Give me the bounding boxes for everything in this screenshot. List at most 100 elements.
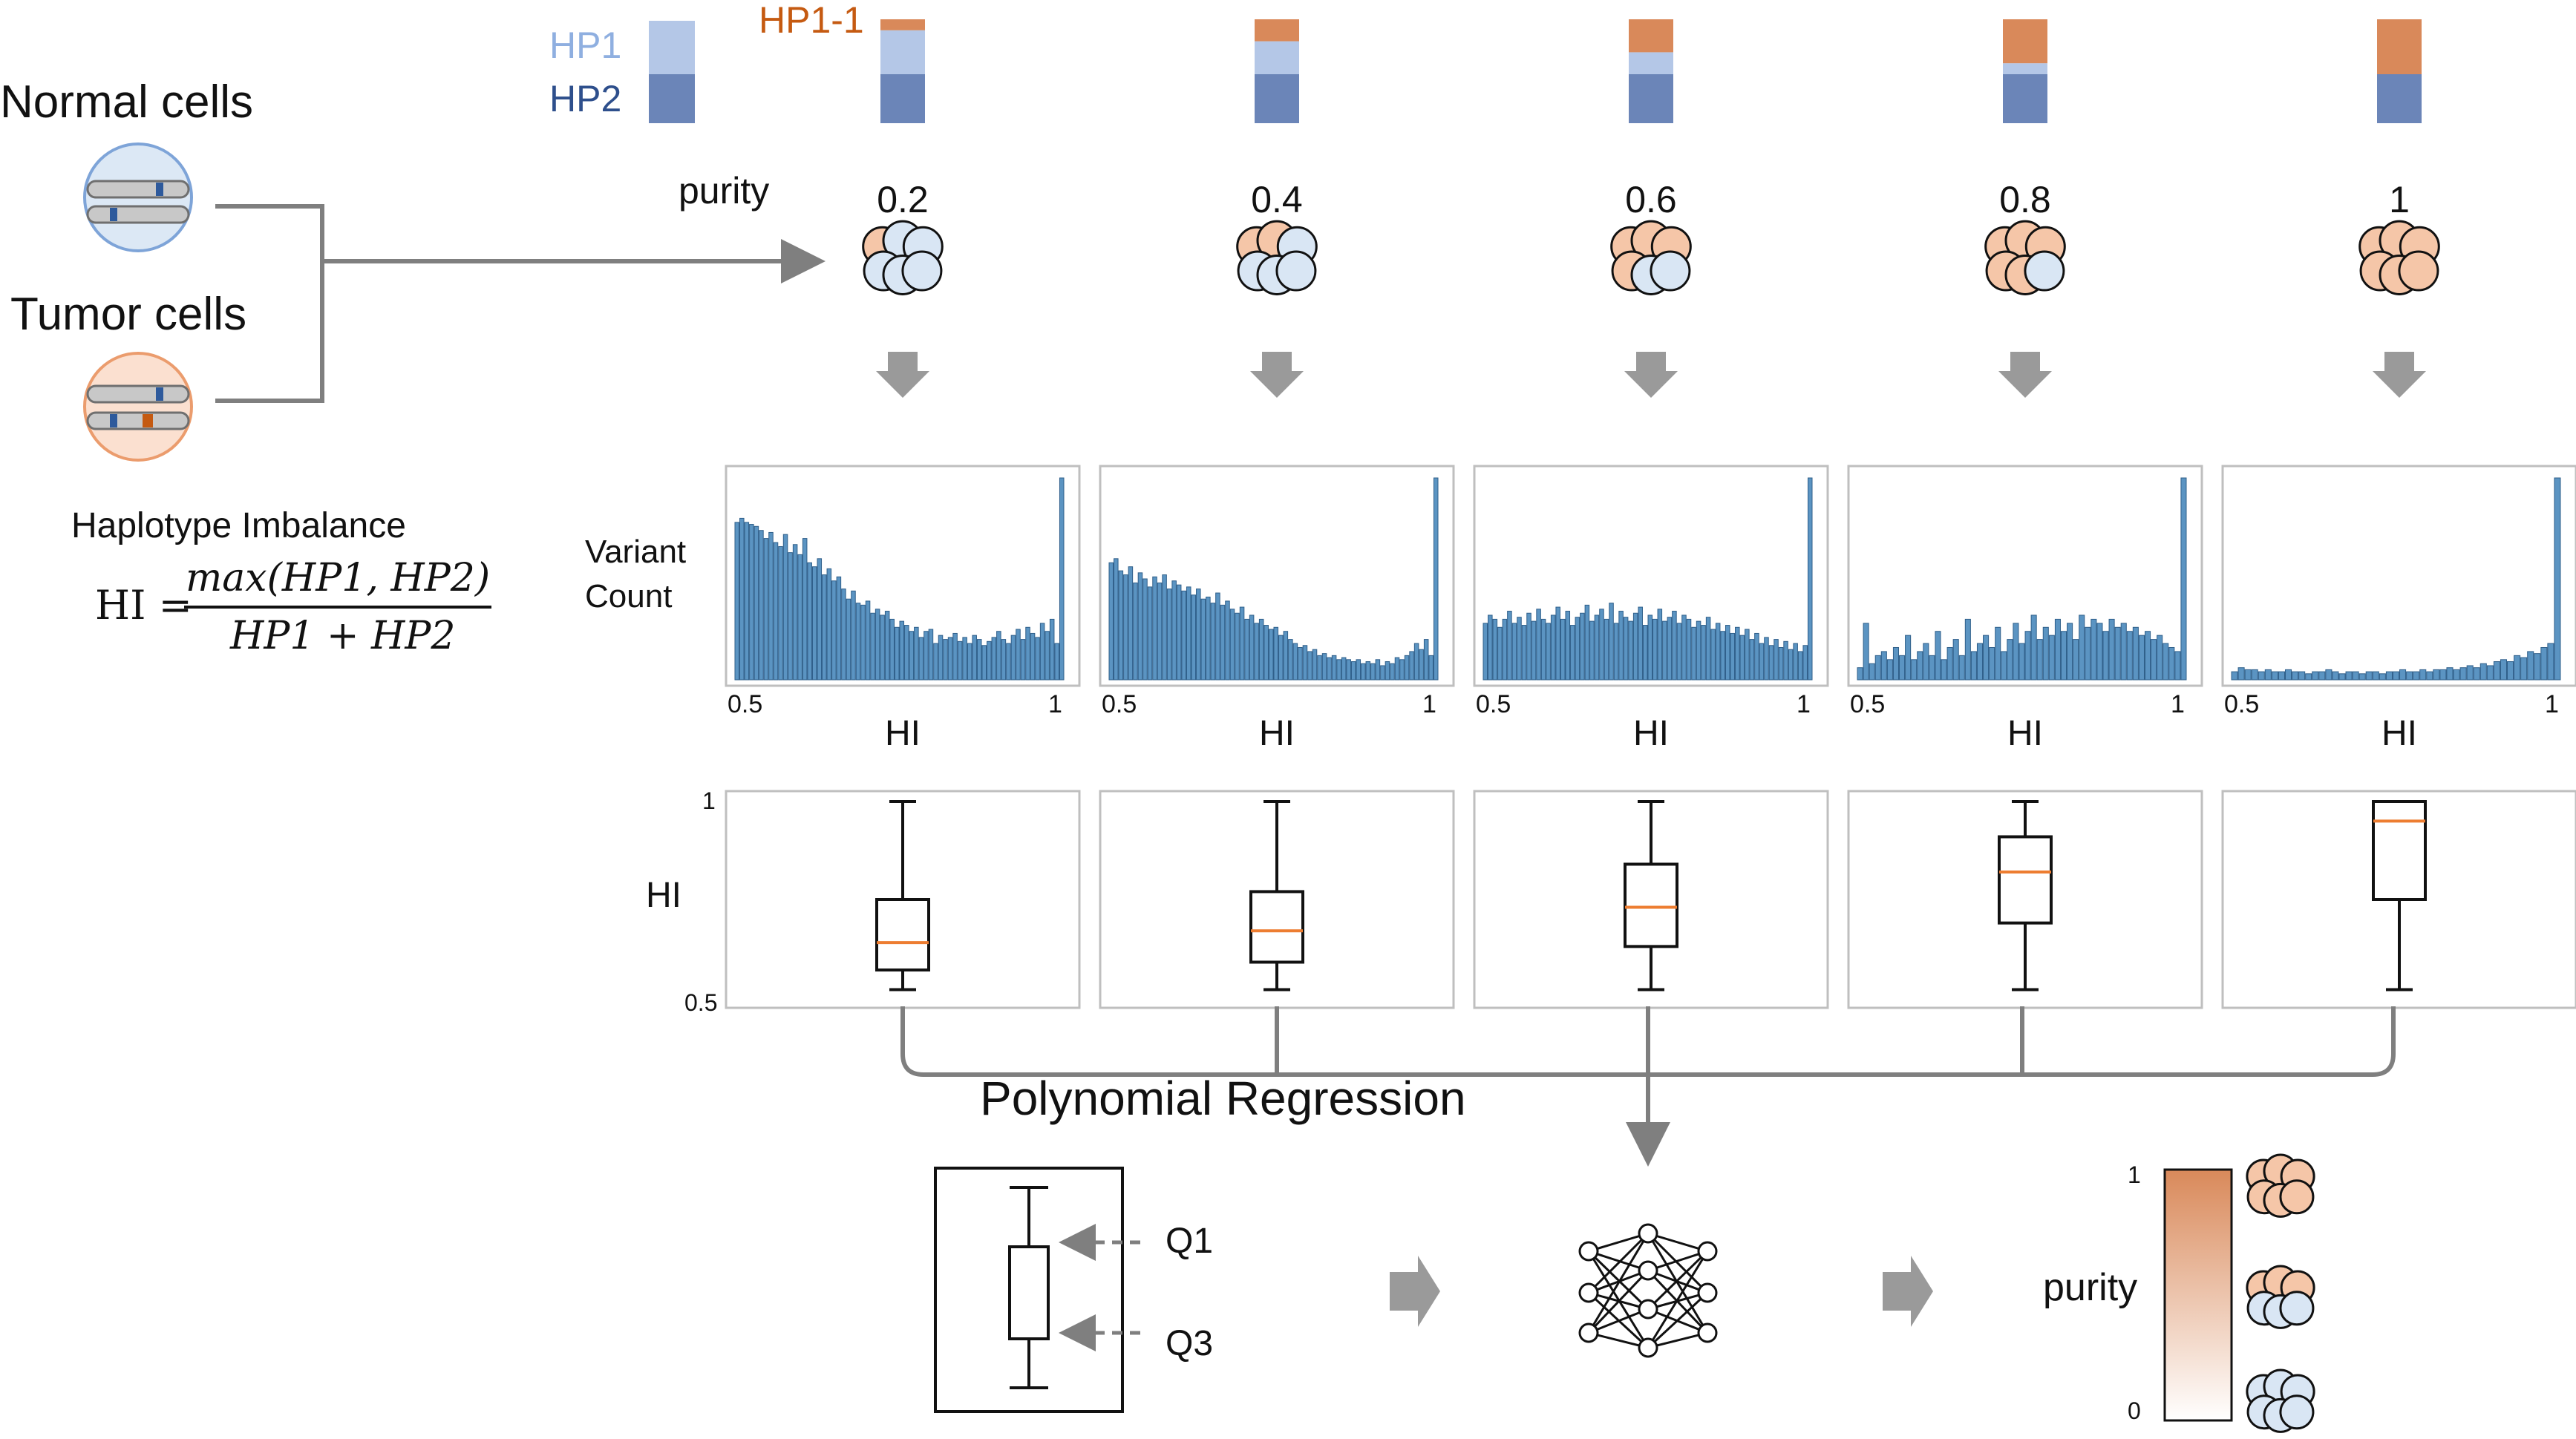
cell-cluster	[2358, 220, 2440, 295]
histogram-bar	[2493, 661, 2500, 681]
histogram-bar	[1375, 659, 1381, 681]
histogram-bar	[1764, 637, 1769, 681]
histogram-bar	[1273, 626, 1279, 681]
histogram-bar	[1186, 586, 1191, 681]
legend-hp2-label: HP2	[549, 78, 621, 119]
histogram-bar	[1546, 623, 1551, 681]
histogram-bar	[768, 531, 774, 681]
histogram-bar	[1206, 596, 1211, 681]
histogram-bar	[2520, 657, 2528, 681]
histogram-bar	[1006, 643, 1011, 681]
histogram-bar	[981, 645, 987, 681]
hist-xtick-min: 0.5	[1102, 690, 1137, 718]
histogram-bar	[2433, 669, 2440, 681]
histogram-bar	[1428, 655, 1434, 681]
histogram-bar	[1735, 626, 1740, 681]
normal-cell-icon	[83, 142, 193, 252]
histogram-bar	[1774, 639, 1779, 681]
histogram-bar	[914, 626, 919, 681]
box-ytick-bottom: 0.5	[684, 989, 717, 1016]
histogram-bar	[1229, 609, 1235, 681]
hist-xlabel: HI	[2382, 714, 2417, 753]
histogram-bar	[1157, 582, 1163, 681]
histogram-bar	[822, 574, 827, 681]
histogram-bar	[875, 609, 880, 681]
histogram-bar	[976, 639, 982, 681]
bracket	[215, 204, 817, 403]
iqr-box	[1249, 890, 1304, 964]
histogram-bar	[1302, 645, 1308, 681]
histogram-bar	[2507, 661, 2514, 681]
histogram-bar	[2244, 669, 2252, 681]
histogram-bar	[1701, 625, 1706, 681]
histogram-bar	[1162, 574, 1167, 681]
nn-edge	[1647, 1232, 1709, 1294]
histogram-bar	[2073, 639, 2079, 681]
histogram-bar	[1380, 665, 1385, 681]
histogram-bar	[1137, 572, 1143, 681]
histogram-bar	[2466, 665, 2474, 681]
histogram-bar	[904, 625, 909, 681]
nn-node	[1638, 1260, 1658, 1281]
hist-xtick-min: 0.5	[728, 690, 762, 718]
histogram-bar	[1676, 623, 1682, 681]
histogram-bar	[1599, 609, 1604, 681]
nn-node	[1638, 1299, 1658, 1320]
histogram-bar	[1565, 611, 1571, 681]
histogram-bar	[1710, 629, 1716, 681]
histogram-bar	[1331, 655, 1337, 681]
histogram-bar	[1001, 639, 1007, 681]
histogram-bar	[2399, 669, 2407, 681]
nn-edge	[1588, 1331, 1649, 1349]
histogram-bar	[1618, 611, 1624, 681]
purity-value: 1	[2389, 179, 2410, 220]
histogram-bar	[763, 538, 769, 681]
histogram-bar	[2060, 631, 2067, 681]
histogram-bar	[2292, 671, 2299, 681]
histogram-bar	[2067, 623, 2073, 681]
histogram-bar	[1336, 659, 1341, 681]
histogram-bar	[962, 637, 967, 681]
histogram-bar	[1995, 626, 2001, 681]
histogram-bar	[991, 637, 997, 681]
histogram-bar	[2318, 671, 2326, 681]
histogram-bar	[933, 643, 938, 681]
histogram-bar	[2446, 667, 2454, 681]
histogram-bar	[1492, 618, 1498, 681]
histogram-bar	[967, 643, 972, 681]
histogram-bar	[1638, 606, 1643, 681]
histogram-bar	[1200, 598, 1206, 681]
histogram-bar	[1298, 646, 1303, 681]
histogram-bar	[1210, 603, 1216, 681]
histogram-bar	[1686, 618, 1692, 681]
histogram-bar	[2151, 639, 2157, 681]
histogram-bar	[923, 631, 929, 681]
histogram-bar	[1394, 657, 1400, 681]
histogram-bar	[1390, 663, 1395, 681]
histogram-bar	[734, 522, 740, 681]
formula-lhs: HI =	[95, 582, 192, 629]
histogram-bar	[2090, 618, 2097, 681]
histogram-bar	[1118, 570, 1124, 681]
purity-value: 0.6	[1625, 179, 1677, 220]
down-arrow	[2373, 352, 2426, 398]
big-arrow-1	[1390, 1256, 1440, 1327]
histogram-bar	[1054, 643, 1059, 681]
histogram-bar	[1863, 623, 1869, 681]
histogram-bar	[2237, 667, 2245, 681]
histogram-bar	[846, 598, 851, 681]
histogram-bar	[1327, 657, 1332, 681]
histogram-bar	[811, 566, 817, 681]
hist-xtick-min: 0.5	[1476, 690, 1511, 718]
histogram-bar	[759, 530, 764, 681]
nn-node	[1578, 1282, 1599, 1303]
legend-hp11-label: HP1-1	[759, 0, 864, 41]
histogram-bar	[2514, 655, 2521, 681]
histogram-bar	[1632, 612, 1638, 681]
histogram-bar	[1989, 646, 1995, 681]
histogram-bar	[2439, 669, 2447, 681]
histogram-bar	[1030, 632, 1036, 681]
q1-label: Q1	[1166, 1222, 1213, 1261]
purity-value: 0.8	[1999, 179, 2051, 220]
histogram-bar	[836, 576, 842, 681]
